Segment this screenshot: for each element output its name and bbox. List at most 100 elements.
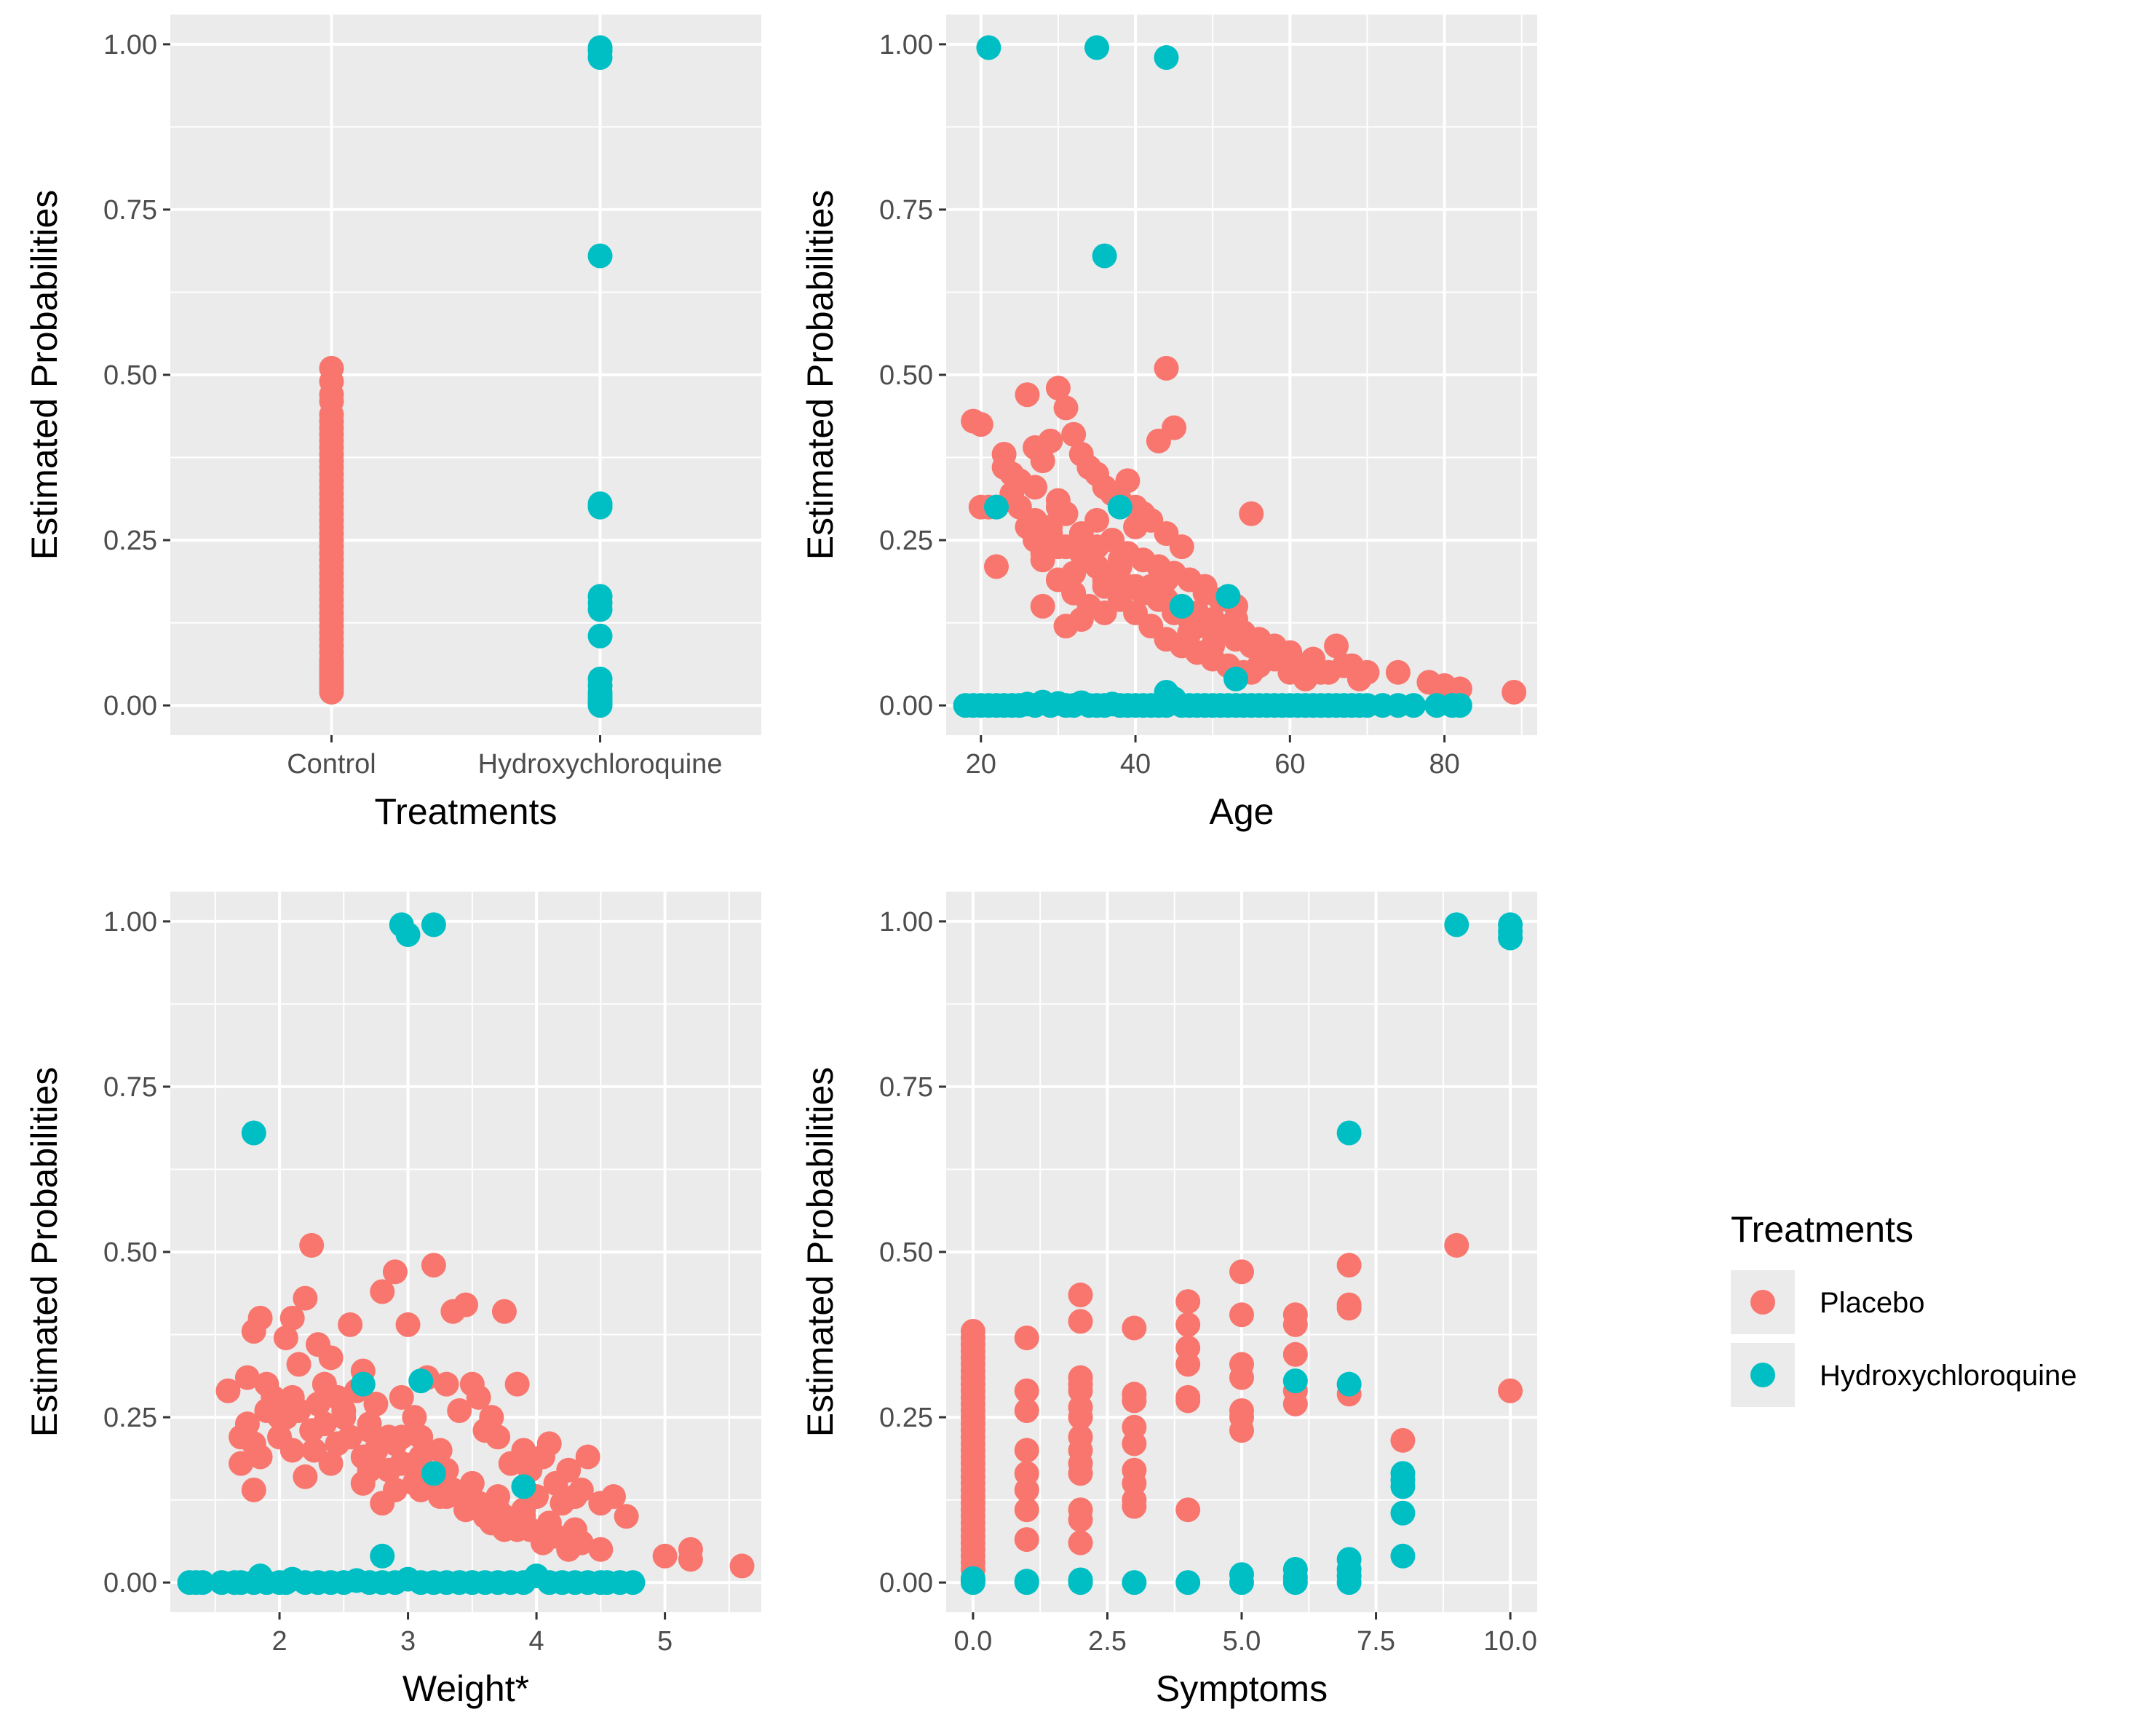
point-placebo (1061, 421, 1087, 447)
point-hcq (1390, 1543, 1416, 1569)
point-placebo (1354, 659, 1380, 685)
point-placebo (1053, 614, 1079, 639)
legend-label-hcq: Hydroxychloroquine (1820, 1360, 2077, 1392)
point-placebo (1045, 376, 1071, 401)
point-placebo (1282, 1391, 1308, 1416)
point-hcq (408, 1368, 434, 1394)
point-placebo (229, 1451, 254, 1476)
point-placebo (1107, 547, 1132, 573)
y-axis-title: Estimated Probabilities (800, 1067, 841, 1438)
legend-title: Treatments (1731, 1209, 1913, 1250)
y-tick-label: 0.25 (879, 1403, 933, 1433)
point-placebo (1030, 448, 1055, 474)
point-placebo (536, 1431, 562, 1456)
point-placebo (293, 1464, 318, 1489)
point-placebo (1084, 507, 1109, 533)
point-placebo (1177, 620, 1202, 646)
x-tick-label: 10.0 (1483, 1626, 1537, 1657)
point-placebo (1014, 1438, 1039, 1463)
point-placebo (1014, 1527, 1039, 1553)
point-placebo (1030, 541, 1055, 566)
point-placebo (318, 1345, 344, 1371)
point-placebo (459, 1470, 485, 1496)
point-hcq (421, 912, 446, 938)
point-hcq (1336, 1547, 1362, 1572)
point-hcq (421, 1461, 446, 1486)
point-placebo (1175, 1497, 1201, 1523)
point-placebo (991, 455, 1017, 480)
point-placebo (312, 1411, 337, 1437)
point-placebo (1038, 428, 1063, 453)
point-placebo (1229, 1365, 1254, 1390)
point-placebo (983, 554, 1009, 579)
point-placebo (575, 1444, 600, 1470)
y-tick-label: 0.75 (879, 195, 933, 226)
point-placebo (1030, 593, 1055, 619)
y-tick-label: 1.00 (879, 30, 933, 60)
point-hcq (1068, 1567, 1093, 1593)
point-hcq (350, 1371, 376, 1397)
point-placebo (1068, 1283, 1093, 1308)
x-tick-label: 4 (529, 1626, 544, 1657)
x-tick-label: 5 (657, 1626, 673, 1657)
y-tick-label: 0.75 (103, 1072, 157, 1103)
y-tick-label: 0.75 (103, 195, 157, 226)
point-hcq (1498, 925, 1523, 951)
point-placebo (1122, 1431, 1147, 1456)
point-placebo (1015, 514, 1040, 539)
y-tick-label: 0.25 (879, 526, 933, 556)
point-placebo (1390, 1427, 1416, 1453)
point-hcq (1014, 1569, 1039, 1594)
point-placebo (382, 1431, 408, 1456)
point-placebo (1229, 1418, 1254, 1443)
point-hcq (587, 243, 613, 269)
point-placebo (568, 1530, 594, 1555)
y-tick-label: 0.00 (103, 1568, 157, 1598)
point-hcq (1154, 45, 1179, 71)
panel-2: 0.00 0.25 0.50 0.75 1.00 20 40 60 80 Age Estimated… (800, 15, 1537, 832)
point-hcq (1336, 1120, 1362, 1146)
point-placebo (254, 1398, 279, 1423)
point-hcq (1107, 494, 1132, 520)
point-placebo (556, 1457, 582, 1483)
point-placebo (370, 1279, 395, 1304)
point-hcq (1215, 584, 1241, 609)
x-axis-title: Symptoms (1156, 1668, 1328, 1709)
point-placebo (447, 1398, 472, 1423)
point-placebo (363, 1391, 389, 1416)
point-placebo (1336, 1296, 1362, 1321)
point-placebo (1115, 468, 1141, 494)
point-hcq (587, 623, 613, 649)
point-placebo (1122, 1315, 1147, 1341)
point-hcq (1084, 35, 1109, 60)
y-tick-label: 0.75 (879, 1072, 933, 1103)
x-tick-label: 80 (1429, 749, 1459, 780)
point-placebo (511, 1438, 536, 1463)
point-hcq (983, 494, 1009, 520)
point-placebo (1229, 1302, 1254, 1328)
panel-4: 0.00 0.25 0.50 0.75 1.00 0.0 2.5 5.0 7.5 10.0 Symp… (800, 892, 1537, 1709)
point-placebo (318, 1451, 344, 1476)
point-placebo (215, 1378, 241, 1403)
point-placebo (1068, 1405, 1093, 1430)
x-tick-label: 5.0 (1223, 1626, 1261, 1657)
point-placebo (1045, 488, 1071, 513)
point-placebo (729, 1553, 755, 1579)
point-placebo (511, 1497, 536, 1523)
x-tick-label: 2.5 (1088, 1626, 1127, 1657)
point-hcq (1447, 693, 1472, 718)
point-placebo (402, 1405, 427, 1430)
point-placebo (453, 1292, 478, 1317)
point-hcq (190, 1570, 215, 1596)
point-hcq (511, 1474, 536, 1499)
point-hcq (1282, 1368, 1308, 1394)
point-placebo (1068, 1507, 1093, 1532)
y-tick-label: 0.50 (879, 1237, 933, 1268)
point-hcq (1092, 243, 1117, 269)
point-hcq (960, 1566, 985, 1591)
point-placebo (1282, 1312, 1308, 1337)
point-placebo (1014, 1378, 1039, 1403)
point-placebo (421, 1253, 446, 1278)
point-placebo (389, 1451, 414, 1476)
